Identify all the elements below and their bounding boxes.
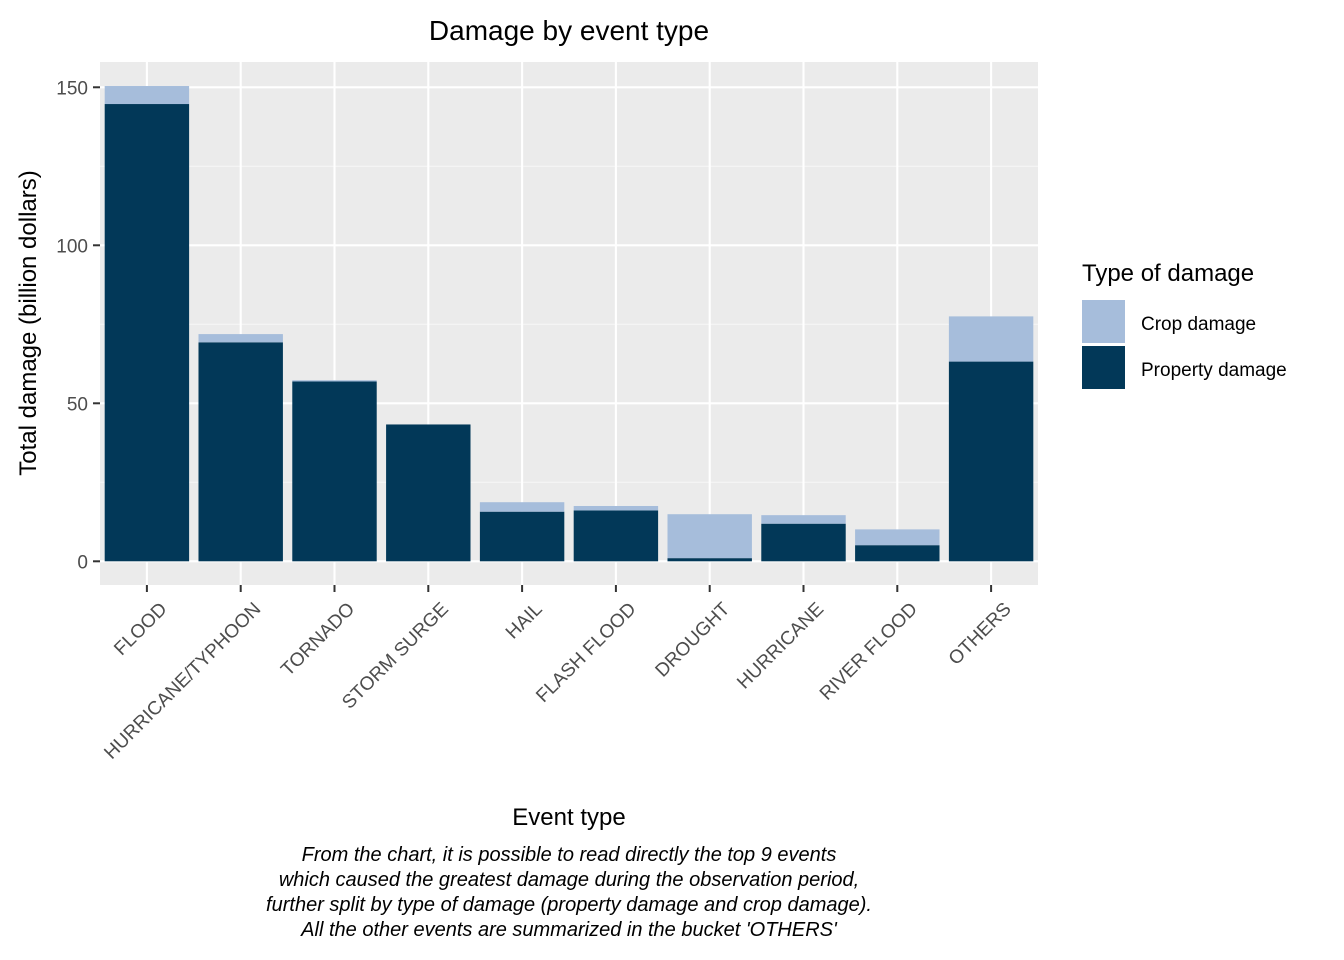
bar-property-damage [104, 104, 190, 562]
x-tick-label: OTHERS [945, 599, 1016, 670]
bar-property-damage [948, 361, 1034, 562]
bars [104, 86, 1034, 562]
legend-title: Type of damage [1082, 260, 1254, 287]
y-axis: 0 50 100 150 [56, 78, 100, 573]
y-tick-label: 0 [77, 552, 88, 573]
legend: Type of damage Crop damage Property damag… [1082, 260, 1287, 389]
x-tick-label: DROUGHT [652, 598, 735, 681]
bar-property-damage [667, 558, 752, 562]
legend-label-property-damage: Property damage [1141, 360, 1287, 381]
x-tick-label: TORNADO [277, 599, 359, 681]
bar-property-damage [855, 545, 940, 562]
caption-line: All the other events are summarized in t… [301, 919, 837, 941]
bar-property-damage [198, 342, 283, 562]
caption-line: From the chart, it is possible to read d… [301, 844, 837, 866]
bar-crop-damage [104, 86, 190, 105]
bar-crop-damage [667, 514, 752, 559]
y-tick-label: 150 [56, 78, 88, 99]
bar-property-damage [479, 511, 565, 562]
legend-label-crop-damage: Crop damage [1141, 314, 1256, 335]
bar-property-damage [761, 523, 846, 562]
bar-crop-damage [479, 502, 565, 512]
caption-line: which caused the greatest damage during … [278, 869, 860, 891]
x-tick-label: FLASH FLOOD [532, 599, 640, 707]
bar-property-damage [573, 510, 659, 562]
bar-crop-damage [855, 529, 940, 546]
x-tick-label: RIVER FLOOD [816, 599, 922, 705]
chart-caption: From the chart, it is possible to read d… [100, 843, 1038, 943]
x-tick-label: HURRICANE [733, 599, 828, 694]
x-tick-label: HAIL [502, 599, 547, 644]
x-tick-label: FLOOD [110, 599, 171, 660]
y-tick-label: 50 [67, 394, 88, 415]
bar-crop-damage [573, 505, 659, 511]
caption-line: further split by type of damage (propert… [266, 894, 872, 916]
legend-key-crop-damage [1082, 300, 1125, 343]
x-tick-label: HURRICANE/TYPHOON [100, 599, 265, 764]
chart-title: Damage by event type [429, 15, 709, 46]
y-axis-title: Total damage (billion dollars) [15, 170, 42, 475]
x-axis-title: Event type [512, 804, 625, 831]
bar-property-damage [386, 424, 471, 562]
y-tick-label: 100 [56, 236, 88, 257]
bar-property-damage [292, 381, 377, 562]
bar-crop-damage [948, 316, 1034, 362]
bar-crop-damage [198, 334, 283, 343]
legend-key-property-damage [1082, 346, 1125, 389]
bar-crop-damage [292, 380, 377, 382]
bar-crop-damage [761, 515, 846, 524]
